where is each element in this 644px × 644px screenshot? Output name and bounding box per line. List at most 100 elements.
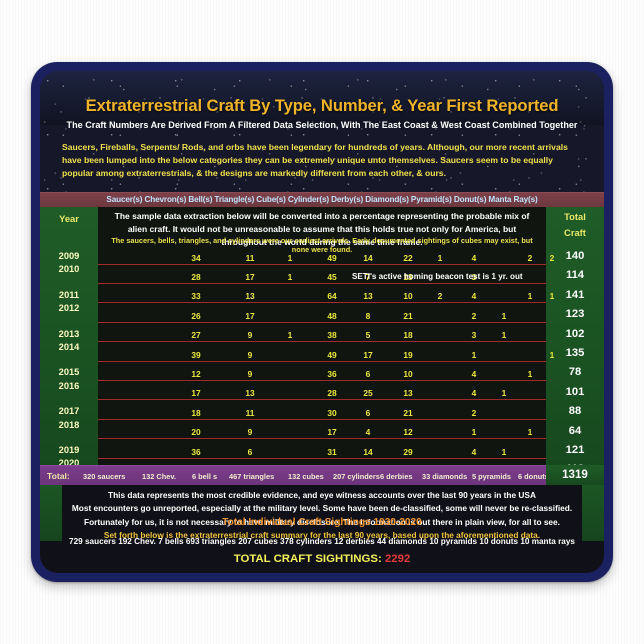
table-cell: 1 [501,310,507,321]
table-cell: 1 [287,271,293,282]
totals-row-item: 6 derbies [380,472,413,481]
table-cell: 27 [191,330,201,341]
table-cell: 2 [437,291,443,302]
summary-title: Total Individual Craft Sightings 1930-20… [222,517,422,528]
table-row-year: 2018 [58,419,80,430]
table-cell: 36 [191,446,201,457]
table-row-total: 102 [565,327,585,340]
table-cell: 33 [191,291,201,302]
table-cell: 2 [471,407,477,418]
year-column-header: Year [59,213,79,224]
commentary-line-4: Set forth below is the extraterrestrial … [103,529,541,540]
table-cell: 21 [403,407,413,418]
table-row-note: SETI's active homing beacon test is 1 yr… [352,271,523,281]
table-cell: 1 [501,446,507,457]
table-cell: 21 [403,310,413,321]
overlay-earliest-arrivals-note: The saucers, bells, triangles, and cylin… [111,236,533,254]
table-cell: 25 [363,388,373,399]
table-row-separator [98,418,546,420]
totals-row-item: 467 triangles [229,472,275,481]
table-cell: 22 [403,252,413,263]
table-cell: 4 [365,427,371,438]
mousepad-print-area: Extraterrestrial Craft By Type, Number, … [40,71,604,573]
total-craft-column-background [546,207,604,465]
totals-row-item: 207 cylinders [333,472,380,481]
right-green-accent-bar [582,485,604,541]
craft-type-banner: Saucer(s) Chevron(s) Bell(s) Triangle(s)… [40,192,604,208]
table-cell: 14 [363,252,373,263]
table-cell: 1 [527,291,533,302]
table-cell: 29 [403,446,413,457]
table-row-year: 2010 [58,264,80,275]
header-gradient [40,71,604,125]
table-cell: 9 [247,349,253,360]
table-row-total: 101 [565,385,585,398]
table-cell: 26 [191,310,201,321]
table-row-separator [98,457,546,459]
table-cell: 1 [287,330,293,341]
table-cell: 1 [527,427,533,438]
table-row-year: 2009 [58,251,80,261]
table-cell: 1 [549,291,555,302]
table-cell: 1 [527,368,533,379]
table-cell: 1 [471,427,477,438]
table-row-total: 64 [568,424,582,437]
table-cell: 13 [403,271,413,282]
table-cell: 9 [247,330,253,341]
table-cell: 6 [365,368,371,379]
grand-total-cell: 1319 [546,465,604,485]
totals-row-item: 320 saucers [83,472,126,481]
table-row-year: 2012 [58,303,80,314]
table-cell: 17 [245,271,255,282]
table-cell: 7 [365,271,371,282]
totals-row-item: 6 donuts [518,472,549,481]
table-cell: 17 [327,427,337,438]
table-row-year: 2013 [58,328,80,339]
table-row-year: 2016 [58,380,80,391]
intro-paragraph: Saucers, Fireballs, Serpents/ Rods, and … [62,142,568,179]
table-cell: 9 [247,368,253,379]
table-cell: 1 [471,349,477,360]
table-cell: 11 [245,252,255,263]
table-row-separator [98,283,546,284]
totals-row-label: Total: [47,471,70,481]
table-row-total: 78 [568,366,582,379]
table-row-total: 135 [565,347,585,359]
table-row-separator [98,263,546,265]
table-cell: 12 [191,368,201,379]
table-cell: 34 [191,252,201,263]
table-row-year: 2014 [58,342,80,352]
table-cell: 17 [245,310,255,321]
table-row-separator [98,302,546,304]
table-cell: 11 [245,407,255,418]
table-cell: 20 [191,427,201,438]
summary-grand-total-value: 2292 [384,553,411,565]
table-cell: 4 [471,446,477,457]
table-row-separator [98,341,546,343]
table-cell: 64 [327,291,337,302]
table-row-total: 114 [565,269,585,282]
table-cell: 3 [471,330,477,341]
table-cell: 31 [327,446,337,457]
table-row-total: 121 [565,444,585,456]
table-row-separator [98,321,546,323]
table-cell: 39 [191,349,201,360]
table-cell: 13 [363,291,373,302]
table-cell: 2 [471,310,477,321]
table-cell: 28 [191,271,201,282]
total-craft-header-line2: Craft [564,227,586,238]
table-cell: 1 [437,252,443,263]
table-cell: 49 [327,252,337,263]
table-cell: 5 [365,330,371,341]
table-cell: 10 [403,368,413,379]
totals-row-item: 6 bell s [192,472,218,481]
table-cell: 13 [403,388,413,399]
table-cell: 13 [245,388,255,399]
table-cell: 18 [191,407,201,418]
table-cell: 12 [403,427,413,438]
summary-grand-total-label: TOTAL CRAFT SIGHTINGS: [233,553,385,565]
column-totals-row: Total: 320 saucers 132 Chev. 6 bell s 467 t… [40,465,604,486]
table-cell: 17 [191,388,201,399]
page-title: Extraterrestrial Craft By Type, Number, … [85,96,559,115]
